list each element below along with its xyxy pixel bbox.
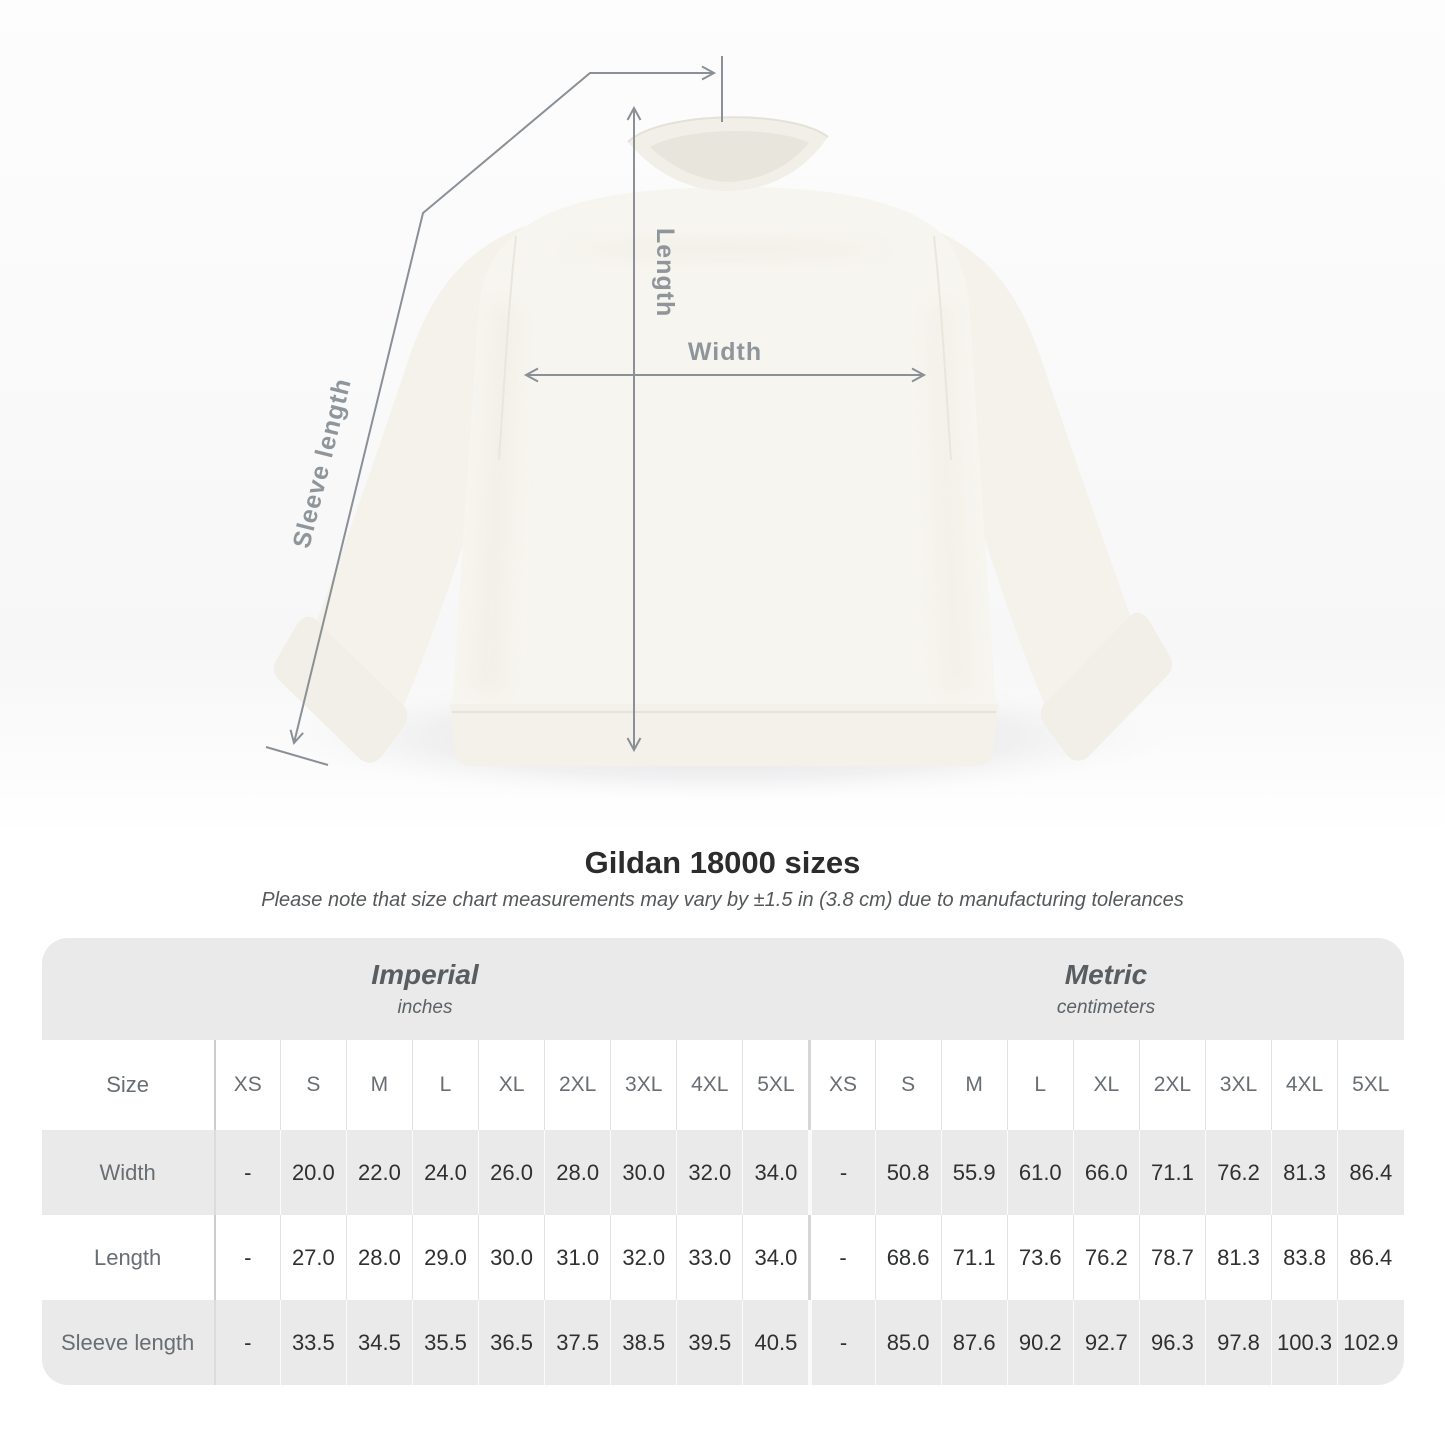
width-label: Width: [688, 338, 762, 366]
value-cell: 20.0: [279, 1130, 346, 1215]
imperial-unit: inches: [397, 996, 453, 1018]
value-cell: 33.0: [676, 1215, 743, 1300]
value-cell: 78.7: [1138, 1215, 1205, 1300]
value-cell: 71.1: [940, 1215, 1007, 1300]
value-cell: 31.0: [544, 1215, 611, 1300]
value-cell: 38.5: [610, 1300, 677, 1385]
value-cell: 100.3: [1271, 1300, 1338, 1385]
value-cell: 28.0: [544, 1130, 611, 1215]
page-title: Gildan 18000 sizes: [584, 845, 861, 880]
value-cell: 36.5: [478, 1300, 545, 1385]
size-col-header: S: [874, 1040, 941, 1130]
value-cell: 40.5: [742, 1300, 809, 1385]
size-col-header: 4XL: [1271, 1040, 1338, 1130]
imperial-section-header: Imperial inches: [41, 938, 809, 1040]
value-cell: 61.0: [1006, 1130, 1073, 1215]
value-cell: 33.5: [279, 1300, 346, 1385]
size-col-header: XS: [213, 1040, 280, 1130]
value-cell: 76.2: [1204, 1130, 1272, 1215]
value-cell: 50.8: [874, 1130, 941, 1215]
size-col-header: L: [1006, 1040, 1073, 1130]
value-cell: 34.5: [345, 1300, 412, 1385]
value-cell: 28.0: [345, 1215, 412, 1300]
size-col-header: 3XL: [1204, 1040, 1272, 1130]
value-cell: 102.9: [1337, 1300, 1404, 1385]
size-col-header: 2XL: [544, 1040, 611, 1130]
value-cell: 34.0: [742, 1215, 809, 1300]
value-cell: 26.0: [478, 1130, 545, 1215]
value-cell: 96.3: [1138, 1300, 1205, 1385]
value-cell: 35.5: [411, 1300, 479, 1385]
sleeve-length-row: Sleeve length - 33.5 34.5 35.5 36.5 37.5…: [41, 1300, 1404, 1385]
metric-title: Metric: [1064, 958, 1148, 990]
value-cell: 81.3: [1204, 1215, 1272, 1300]
row-label: Length: [41, 1215, 214, 1300]
length-label: Length: [651, 228, 679, 317]
value-cell: 37.5: [544, 1300, 611, 1385]
value-cell: 81.3: [1271, 1130, 1338, 1215]
size-col-header: 5XL: [1337, 1040, 1404, 1130]
value-cell: 73.6: [1006, 1215, 1073, 1300]
size-col-header: 4XL: [676, 1040, 743, 1130]
value-cell: 83.8: [1271, 1215, 1338, 1300]
size-col-header: 2XL: [1138, 1040, 1205, 1130]
size-col-header: XL: [478, 1040, 545, 1130]
value-cell: 90.2: [1006, 1300, 1073, 1385]
value-cell: 29.0: [411, 1215, 479, 1300]
value-cell: 55.9: [940, 1130, 1007, 1215]
size-header-row: Size XS S M L XL 2XL 3XL 4XL 5XL XS S M …: [41, 1040, 1404, 1130]
value-cell: 87.6: [940, 1300, 1007, 1385]
size-col-header: XS: [808, 1040, 875, 1130]
heading-block: Gildan 18000 sizes Please note that size…: [0, 845, 1445, 912]
size-col-header: L: [411, 1040, 479, 1130]
size-table: Imperial inches Metric centimeters Size …: [41, 938, 1404, 1385]
value-cell: 24.0: [411, 1130, 479, 1215]
page-subtitle: Please note that size chart measurements…: [261, 889, 1184, 911]
size-col-header: S: [279, 1040, 346, 1130]
value-cell: 27.0: [279, 1215, 346, 1300]
sweatshirt-measurement-diagram: Length Width Sleeve length: [0, 0, 1445, 835]
value-cell: 76.2: [1072, 1215, 1139, 1300]
value-cell: 30.0: [610, 1130, 677, 1215]
size-col-header: XL: [1072, 1040, 1139, 1130]
imperial-title: Imperial: [371, 958, 479, 990]
length-row: Length - 27.0 28.0 29.0 30.0 31.0 32.0 3…: [41, 1215, 1404, 1300]
measurement-lines: [265, 56, 927, 766]
size-col-header: M: [940, 1040, 1007, 1130]
size-header: Size: [41, 1040, 214, 1130]
value-cell: -: [213, 1215, 280, 1300]
metric-section-header: Metric centimeters: [808, 938, 1404, 1040]
value-cell: -: [808, 1130, 875, 1215]
value-cell: 66.0: [1072, 1130, 1139, 1215]
value-cell: 32.0: [610, 1215, 677, 1300]
value-cell: 30.0: [478, 1215, 545, 1300]
unit-section-row: Imperial inches Metric centimeters: [41, 938, 1404, 1040]
value-cell: 39.5: [676, 1300, 743, 1385]
value-cell: 86.4: [1337, 1215, 1404, 1300]
value-cell: 34.0: [742, 1130, 809, 1215]
width-row: Width - 20.0 22.0 24.0 26.0 28.0 30.0 32…: [41, 1130, 1404, 1215]
value-cell: -: [808, 1300, 875, 1385]
value-cell: 97.8: [1204, 1300, 1272, 1385]
value-cell: 68.6: [874, 1215, 941, 1300]
value-cell: 71.1: [1138, 1130, 1205, 1215]
metric-unit: centimeters: [1056, 996, 1156, 1018]
size-col-header: 5XL: [742, 1040, 809, 1130]
sleeve-length-cuff-tick: [265, 746, 329, 766]
value-cell: -: [808, 1215, 875, 1300]
value-cell: 85.0: [874, 1300, 941, 1385]
sleeve-length-arrow-line: [289, 65, 717, 746]
value-cell: 22.0: [345, 1130, 412, 1215]
value-cell: 92.7: [1072, 1300, 1139, 1385]
row-label: Sleeve length: [41, 1300, 214, 1385]
row-label: Width: [41, 1130, 214, 1215]
size-col-header: 3XL: [610, 1040, 677, 1130]
size-col-header: M: [345, 1040, 412, 1130]
value-cell: -: [213, 1300, 280, 1385]
value-cell: 32.0: [676, 1130, 743, 1215]
value-cell: -: [213, 1130, 280, 1215]
value-cell: 86.4: [1337, 1130, 1404, 1215]
